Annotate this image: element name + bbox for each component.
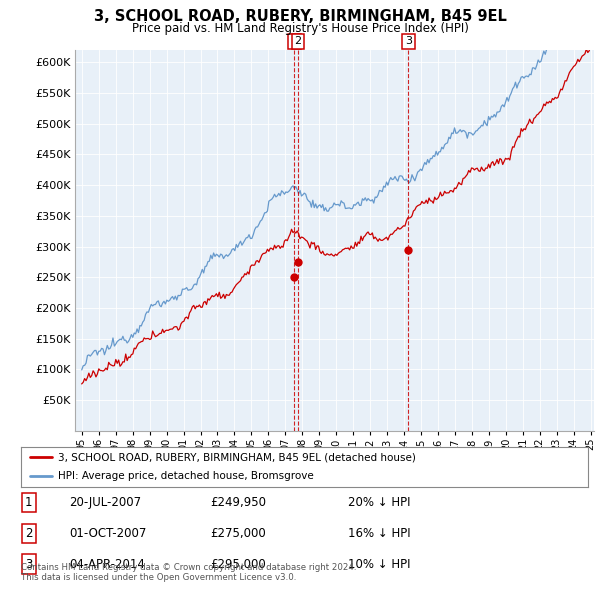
Text: 20% ↓ HPI: 20% ↓ HPI	[348, 496, 410, 509]
Text: 10% ↓ HPI: 10% ↓ HPI	[348, 558, 410, 571]
Text: £275,000: £275,000	[210, 527, 266, 540]
Text: 3: 3	[405, 37, 412, 47]
Text: 3: 3	[25, 558, 32, 571]
Text: 1: 1	[291, 37, 298, 47]
Text: £295,000: £295,000	[210, 558, 266, 571]
Text: 01-OCT-2007: 01-OCT-2007	[69, 527, 146, 540]
Text: £249,950: £249,950	[210, 496, 266, 509]
Text: Price paid vs. HM Land Registry's House Price Index (HPI): Price paid vs. HM Land Registry's House …	[131, 22, 469, 35]
Text: 3, SCHOOL ROAD, RUBERY, BIRMINGHAM, B45 9EL: 3, SCHOOL ROAD, RUBERY, BIRMINGHAM, B45 …	[94, 9, 506, 24]
Text: 1: 1	[25, 496, 32, 509]
Text: 3, SCHOOL ROAD, RUBERY, BIRMINGHAM, B45 9EL (detached house): 3, SCHOOL ROAD, RUBERY, BIRMINGHAM, B45 …	[58, 453, 416, 463]
Text: 2: 2	[25, 527, 32, 540]
Text: 2: 2	[295, 37, 302, 47]
Text: HPI: Average price, detached house, Bromsgrove: HPI: Average price, detached house, Brom…	[58, 471, 314, 481]
Text: Contains HM Land Registry data © Crown copyright and database right 2024.
This d: Contains HM Land Registry data © Crown c…	[21, 563, 356, 582]
Text: 04-APR-2014: 04-APR-2014	[69, 558, 145, 571]
Text: 20-JUL-2007: 20-JUL-2007	[69, 496, 141, 509]
Text: 16% ↓ HPI: 16% ↓ HPI	[348, 527, 410, 540]
